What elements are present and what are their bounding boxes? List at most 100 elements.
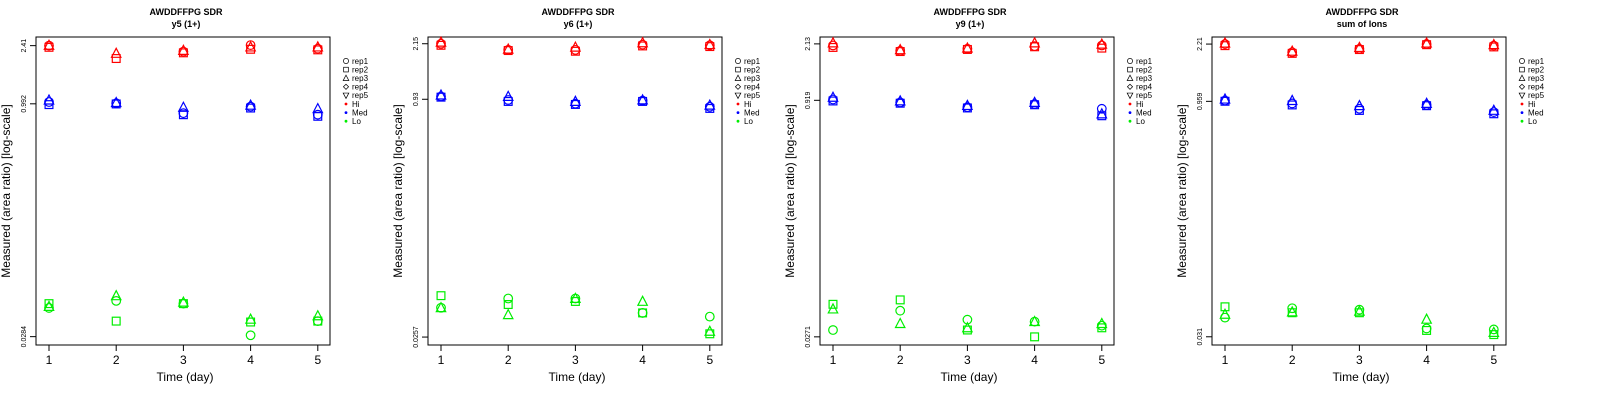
x-axis-label: Time (day) xyxy=(941,370,998,384)
data-point-med-rep3 xyxy=(636,93,649,105)
legend-label-hi: Hi xyxy=(352,100,360,109)
legend-marker-rep2 xyxy=(1127,66,1133,73)
x-tick-label: 3 xyxy=(572,353,579,367)
legend-marker-rep4 xyxy=(1518,83,1526,90)
legend-marker-rep2 xyxy=(1519,66,1525,73)
x-tick-label: 4 xyxy=(247,353,254,367)
data-point-lo-rep1 xyxy=(828,325,838,335)
legend-label-lo: Lo xyxy=(352,117,361,126)
data-point-lo-rep3 xyxy=(244,312,257,324)
y-tick-label: 0.959 xyxy=(1197,92,1204,110)
x-tick-label: 5 xyxy=(1490,353,1497,367)
legend-label-rep1: rep1 xyxy=(1528,57,1545,66)
legend-marker-rep3 xyxy=(342,74,350,81)
legend-marker-rep2 xyxy=(343,66,349,73)
plot-frame xyxy=(819,36,1115,346)
data-point-lo-rep1 xyxy=(1421,323,1432,334)
data-point-hi-rep3 xyxy=(569,40,582,52)
legend-label-rep5: rep5 xyxy=(1136,91,1153,100)
data-point-lo-rep1 xyxy=(704,311,715,322)
legend-label-med: Med xyxy=(744,108,760,117)
data-point-lo-rep1 xyxy=(111,296,122,306)
data-point-med-rep3 xyxy=(569,95,582,106)
legend-marker-rep1 xyxy=(1519,58,1525,64)
legend-label-med: Med xyxy=(1528,108,1544,117)
y-axis-label: Measured (area ratio) [log-scale] xyxy=(1175,104,1189,277)
legend-label-rep4: rep4 xyxy=(1136,83,1153,92)
y-tick-label: 0.919 xyxy=(805,91,812,109)
legend-label-lo: Lo xyxy=(1528,117,1537,126)
chart-panel-1: AWDDFFPG SDR y5 (1+) 1 2 3 4 5 Time (day) 0.0284… xyxy=(0,7,369,384)
data-point-hi-rep3 xyxy=(110,47,122,58)
x-tick-label: 2 xyxy=(897,353,904,367)
legend-label-rep5: rep5 xyxy=(1528,91,1545,100)
legend-label-rep5: rep5 xyxy=(352,91,369,100)
x-tick-label: 3 xyxy=(1356,353,1363,367)
data-point-lo-rep2 xyxy=(1287,308,1297,318)
chart-subtitle: y5 (1+) xyxy=(172,19,201,29)
x-tick-label: 2 xyxy=(1289,353,1296,367)
data-point-hi-rep3 xyxy=(1286,44,1298,56)
data-point-lo-rep1 xyxy=(245,330,256,341)
x-axis-label: Time (day) xyxy=(1333,370,1390,384)
x-tick-label: 5 xyxy=(706,353,713,367)
legend-marker-lo xyxy=(344,119,348,123)
x-tick-label: 1 xyxy=(46,353,53,367)
chart-panel-2: AWDDFFPG SDR y6 (1+) 1 2 3 4 5 Time (day) 0.0257… xyxy=(391,7,761,384)
x-tick-label: 2 xyxy=(113,353,120,367)
y-tick-label: 0.0271 xyxy=(805,326,812,348)
legend-label-rep4: rep4 xyxy=(744,83,761,92)
data-point-lo-rep3 xyxy=(43,300,55,311)
data-point-med-rep2 xyxy=(1354,105,1364,115)
legend-label-rep2: rep2 xyxy=(744,65,761,74)
data-point-lo-rep1 xyxy=(1287,303,1298,314)
y-tick-label: 2.41 xyxy=(21,39,28,53)
legend-marker-rep2 xyxy=(735,66,741,73)
data-point-med-rep3 xyxy=(43,93,55,105)
data-point-lo-rep3 xyxy=(569,292,582,303)
legend-marker-rep1 xyxy=(343,58,349,64)
data-point-med-rep3 xyxy=(827,90,839,102)
legend-marker-rep1 xyxy=(1127,58,1133,64)
legend-label-lo: Lo xyxy=(1136,117,1145,126)
x-tick-label: 3 xyxy=(964,353,971,367)
y-axis-label: Measured (area ratio) [log-scale] xyxy=(391,104,405,277)
data-point-med-rep1 xyxy=(1096,103,1107,114)
legend-marker-hi xyxy=(344,102,348,106)
data-point-hi-rep3 xyxy=(435,35,447,47)
y-tick-label: 0.992 xyxy=(21,95,28,113)
legend-label-rep2: rep2 xyxy=(352,65,369,74)
x-tick-label: 3 xyxy=(180,353,187,367)
data-point-hi-rep3 xyxy=(704,38,716,50)
legend-marker-hi xyxy=(1520,102,1524,106)
data-point-hi-rep3 xyxy=(1353,41,1366,53)
chart-title: AWDDFFPG SDR xyxy=(150,7,223,17)
x-tick-label: 1 xyxy=(438,353,445,367)
data-point-lo-rep2 xyxy=(1030,332,1040,342)
data-point-med-rep3 xyxy=(502,90,514,101)
legend-label-rep4: rep4 xyxy=(352,83,369,92)
data-point-lo-rep2 xyxy=(436,291,446,301)
data-point-hi-rep3 xyxy=(894,43,906,55)
legend-marker-med xyxy=(344,111,348,114)
chart-subtitle: sum of Ions xyxy=(1337,19,1388,29)
y-tick-label: 0.0257 xyxy=(413,326,420,348)
plot-frame xyxy=(1211,36,1507,346)
x-tick-label: 2 xyxy=(505,353,512,367)
legend-label-rep3: rep3 xyxy=(352,74,369,83)
data-point-lo-rep2 xyxy=(895,295,905,305)
x-tick-label: 1 xyxy=(1222,353,1229,367)
data-point-hi-rep3 xyxy=(1488,38,1500,50)
data-point-lo-rep3 xyxy=(312,309,324,321)
data-point-lo-rep1 xyxy=(637,308,648,318)
x-tick-label: 4 xyxy=(1423,353,1430,367)
data-point-med-rep3 xyxy=(961,99,974,111)
x-tick-label: 5 xyxy=(314,353,321,367)
data-point-lo-rep3 xyxy=(435,301,447,313)
chart-title: AWDDFFPG SDR xyxy=(542,7,615,17)
data-point-lo-rep3 xyxy=(1488,326,1500,337)
data-point-med-rep3 xyxy=(704,98,716,110)
data-point-lo-rep3 xyxy=(894,317,906,329)
data-point-lo-rep3 xyxy=(1096,317,1108,329)
